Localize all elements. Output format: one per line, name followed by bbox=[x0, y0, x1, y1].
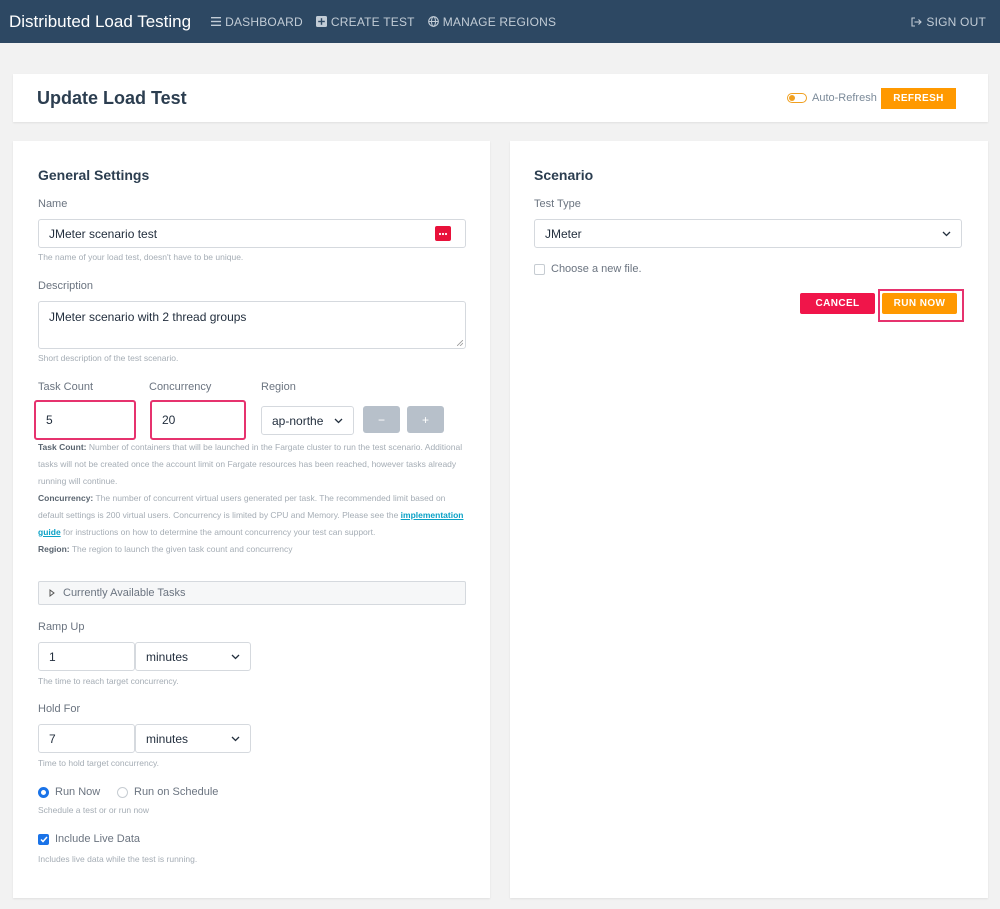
run-now-button[interactable]: RUN NOW bbox=[882, 293, 957, 314]
ramp-up-help: The time to reach target concurrency. bbox=[38, 676, 179, 686]
region-desc: The region to launch the given task coun… bbox=[69, 544, 293, 554]
name-input-value: JMeter scenario test bbox=[49, 226, 158, 241]
remove-region-button[interactable]: − bbox=[363, 406, 400, 433]
nav-sign-out-label: SIGN OUT bbox=[926, 14, 986, 29]
task-desc: Number of containers that will be launch… bbox=[38, 442, 463, 486]
live-data-help: Includes live data while the test is run… bbox=[38, 854, 198, 864]
description-value: JMeter scenario with 2 thread groups bbox=[49, 310, 247, 324]
region-select[interactable]: ap-northe bbox=[261, 406, 354, 435]
ramp-up-value: 1 bbox=[49, 649, 56, 664]
auto-refresh-toggle[interactable] bbox=[787, 93, 807, 103]
chevron-down-icon bbox=[231, 654, 240, 659]
concurrency-desc-1: The number of concurrent virtual users g… bbox=[38, 493, 446, 520]
ramp-up-input[interactable]: 1 bbox=[38, 642, 135, 671]
nav-sign-out[interactable]: SIGN OUT bbox=[911, 15, 986, 29]
hold-for-unit-select[interactable]: minutes bbox=[135, 724, 251, 753]
header-card: Update Load Test Auto-Refresh REFRESH bbox=[13, 74, 988, 122]
general-settings-title: General Settings bbox=[38, 167, 150, 183]
task-desc-bold: Task Count: bbox=[38, 442, 87, 452]
hold-for-label: Hold For bbox=[38, 703, 81, 715]
choose-file-label: Choose a new file. bbox=[551, 263, 642, 275]
run-schedule-radio-option[interactable]: Run on Schedule bbox=[117, 786, 218, 798]
live-data-option[interactable]: Include Live Data bbox=[38, 833, 140, 845]
navbar: Distributed Load Testing DASHBOARD CREAT… bbox=[0, 0, 1000, 43]
hold-for-unit-value: minutes bbox=[146, 731, 189, 746]
brand-title[interactable]: Distributed Load Testing bbox=[9, 11, 192, 31]
run-now-radio-option[interactable]: Run Now bbox=[38, 786, 100, 798]
nav-create-test-label: CREATE TEST bbox=[330, 14, 415, 29]
auto-refresh-label: Auto-Refresh bbox=[812, 92, 877, 104]
chevron-down-icon bbox=[231, 736, 240, 741]
name-label: Name bbox=[38, 198, 68, 210]
scenario-title: Scenario bbox=[534, 167, 594, 183]
cancel-button[interactable]: CANCEL bbox=[800, 293, 875, 314]
page-title: Update Load Test bbox=[37, 88, 187, 108]
plus-square-icon bbox=[315, 16, 327, 27]
resize-handle-icon[interactable] bbox=[457, 340, 463, 346]
choose-file-checkbox[interactable] bbox=[534, 263, 545, 275]
list-icon bbox=[211, 17, 222, 26]
name-help: The name of your load test, doesn't have… bbox=[38, 252, 244, 262]
region-label: Region bbox=[261, 381, 296, 393]
task-count-label: Task Count bbox=[38, 381, 94, 393]
settings-description: Task Count: Number of containers that wi… bbox=[38, 439, 468, 558]
available-tasks-toggle[interactable]: Currently Available Tasks bbox=[38, 581, 466, 605]
run-now-radio-label: Run Now bbox=[55, 786, 101, 798]
test-type-select[interactable]: JMeter bbox=[534, 219, 962, 248]
sign-out-icon bbox=[911, 16, 923, 27]
hold-for-help: Time to hold target concurrency. bbox=[38, 758, 159, 768]
nav-create-test[interactable]: CREATE TEST bbox=[315, 14, 415, 29]
password-manager-icon[interactable] bbox=[435, 226, 451, 241]
check-icon bbox=[39, 836, 48, 843]
globe-icon bbox=[427, 16, 439, 27]
run-schedule-radio-label: Run on Schedule bbox=[134, 786, 219, 798]
concurrency-label: Concurrency bbox=[149, 381, 212, 393]
name-input[interactable]: JMeter scenario test bbox=[38, 219, 466, 248]
concurrency-value: 20 bbox=[162, 413, 176, 427]
concurrency-desc-2: for instructions on how to determine the… bbox=[60, 527, 376, 537]
run-now-radio[interactable] bbox=[38, 786, 49, 798]
task-count-value: 5 bbox=[46, 413, 53, 427]
description-label: Description bbox=[38, 280, 94, 292]
description-textarea[interactable]: JMeter scenario with 2 thread groups bbox=[38, 301, 466, 349]
chevron-down-icon bbox=[334, 418, 343, 423]
task-count-input[interactable]: 5 bbox=[34, 400, 136, 440]
choose-file-option[interactable]: Choose a new file. bbox=[534, 263, 642, 275]
ramp-up-label: Ramp Up bbox=[38, 621, 85, 633]
ramp-up-unit-select[interactable]: minutes bbox=[135, 642, 251, 671]
add-region-button[interactable]: + bbox=[407, 406, 444, 433]
chevron-down-icon bbox=[942, 231, 951, 236]
run-schedule-radio[interactable] bbox=[117, 786, 128, 798]
nav-manage-regions-label: MANAGE REGIONS bbox=[442, 14, 557, 29]
run-now-highlight bbox=[878, 289, 964, 322]
ramp-up-unit-value: minutes bbox=[146, 649, 189, 664]
concurrency-input[interactable]: 20 bbox=[150, 400, 246, 440]
available-tasks-label: Currently Available Tasks bbox=[63, 587, 186, 599]
live-data-label: Include Live Data bbox=[55, 833, 140, 845]
hold-for-input[interactable]: 7 bbox=[38, 724, 135, 753]
caret-right-icon bbox=[49, 589, 55, 597]
scenario-card: Scenario Test Type JMeter Choose a new f… bbox=[510, 141, 988, 898]
implementation-guide-link[interactable]: implementation guide bbox=[38, 510, 464, 537]
description-help: Short description of the test scenario. bbox=[38, 353, 179, 363]
nav-manage-regions[interactable]: MANAGE REGIONS bbox=[427, 14, 557, 29]
nav-dashboard[interactable]: DASHBOARD bbox=[211, 15, 303, 29]
hold-for-value: 7 bbox=[49, 731, 56, 746]
schedule-help: Schedule a test or or run now bbox=[38, 805, 150, 815]
test-type-value: JMeter bbox=[545, 226, 582, 241]
nav-dashboard-label: DASHBOARD bbox=[225, 14, 303, 29]
refresh-button[interactable]: REFRESH bbox=[881, 88, 956, 109]
region-select-value: ap-northe bbox=[272, 413, 324, 428]
concurrency-desc-bold: Concurrency: bbox=[38, 493, 94, 503]
general-settings-card: General Settings Name JMeter scenario te… bbox=[13, 141, 490, 898]
live-data-checkbox[interactable] bbox=[38, 833, 49, 845]
test-type-label: Test Type bbox=[534, 198, 581, 210]
region-desc-bold: Region: bbox=[38, 544, 70, 554]
